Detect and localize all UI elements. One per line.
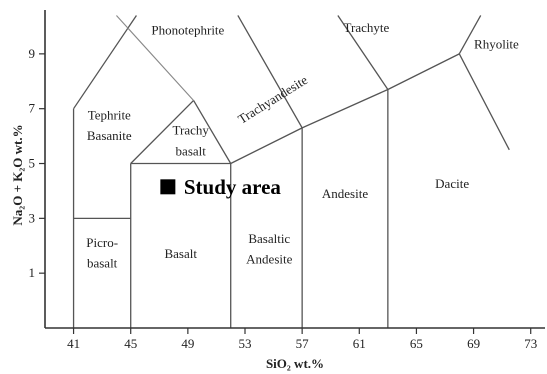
study-area-marker: [160, 179, 176, 195]
y-tick-label: 9: [29, 46, 36, 61]
y-tick-label: 1: [29, 265, 36, 280]
boundary-line: [387, 53, 460, 91]
field-boundaries: [72, 15, 510, 328]
x-tick-label: 53: [239, 336, 252, 351]
field-label: Phonotephrite: [151, 23, 224, 38]
x-axis-label: SiO₂ wt.%: [266, 356, 324, 371]
boundary-line: [458, 53, 510, 151]
x-tick-label: 45: [124, 336, 137, 351]
x-tick-label: 65: [410, 336, 423, 351]
boundary-line: [193, 100, 232, 164]
x-tick-label: 73: [524, 336, 537, 351]
x-tick-label: 61: [353, 336, 366, 351]
x-tick-label: 57: [296, 336, 310, 351]
y-tick-label: 3: [29, 210, 36, 225]
field-label: Dacite: [435, 176, 469, 191]
field-label: Picro-: [86, 235, 118, 250]
y-tick-label: 5: [29, 156, 36, 171]
field-label: basalt: [176, 143, 207, 158]
field-label: Andesite: [322, 186, 368, 201]
x-tick-label: 49: [181, 336, 194, 351]
x-tick-label: 69: [467, 336, 480, 351]
field-label: Andesite: [246, 252, 292, 267]
boundary-line: [458, 15, 482, 55]
field-label: Trachyte: [344, 20, 390, 35]
data-points: Study area: [160, 175, 281, 199]
x-tick-label: 41: [67, 336, 80, 351]
field-label: Basalt: [164, 246, 197, 261]
boundary-line: [237, 15, 303, 129]
field-label: Trachyandesite: [235, 72, 310, 127]
field-label: Tephrite: [88, 108, 131, 123]
boundary-line: [337, 15, 389, 90]
y-tick-label: 7: [29, 101, 36, 116]
boundary-line: [301, 88, 389, 129]
series-label: Study area: [184, 175, 282, 199]
field-label: basalt: [87, 256, 118, 271]
field-label: Basanite: [87, 128, 132, 143]
field-label: Trachy: [173, 123, 210, 138]
boundary-line: [230, 127, 303, 165]
field-label: Basaltic: [248, 231, 290, 246]
boundary-line: [130, 100, 195, 164]
field-label: Rhyolite: [474, 36, 519, 51]
boundary-line: [73, 15, 137, 110]
y-axis-label: Na₂O + K₂O wt.%: [10, 124, 25, 225]
boundary-line-faint: [116, 15, 194, 101]
axes: [44, 10, 545, 329]
